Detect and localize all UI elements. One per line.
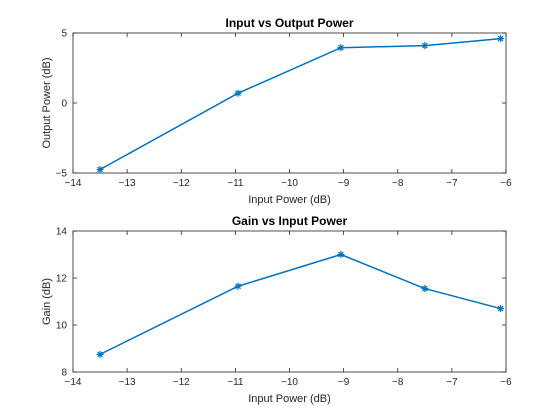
y-tick-label: −5 [56,169,68,180]
x-tick-label: −12 [173,377,190,388]
y-tick-label: 12 [56,274,68,285]
y-axis-label: Gain (dB) [41,278,53,325]
x-tick-label: −11 [227,377,244,388]
data-point-marker [337,251,345,258]
x-axis-label: Input Power (dB) [248,194,331,206]
x-axis-label: Input Power (dB) [248,393,331,405]
x-tick-label: −14 [65,377,82,388]
x-tick-label: −11 [227,178,244,189]
y-tick-label: 5 [61,29,67,40]
x-tick-label: −9 [338,377,350,388]
x-tick-label: −6 [500,377,512,388]
x-tick-label: −14 [65,178,82,189]
chart-title: Gain vs Input Power [232,214,348,228]
x-tick-label: −10 [281,377,298,388]
x-tick-label: −13 [119,178,136,189]
x-tick-label: −7 [446,377,458,388]
data-point-marker [234,89,242,97]
x-tick-label: −7 [446,178,458,189]
x-tick-label: −8 [392,178,404,189]
chart-title: Input vs Output Power [226,16,354,30]
x-tick-label: −10 [281,178,298,189]
x-tick-label: −13 [119,377,136,388]
axes-box [72,230,507,373]
data-point-marker [421,42,429,50]
data-point-marker [497,35,505,43]
y-tick-label: 8 [61,368,67,379]
data-point-marker [421,285,429,293]
subplot-1: −14 −13 −12 −11 −10 −9 −8 −7 −6 −5 0 5 Input vs Outp… [41,16,512,206]
x-tick-label: −8 [392,377,404,388]
data-point-marker [234,282,242,290]
axes-box [72,32,507,174]
y-axis-label: Output Power (dB) [41,57,53,148]
subplot-2: −14 −13 −12 −11 −10 −9 −8 −7 −6 8 10 12 14 Gain vs In… [41,214,512,405]
x-tick-label: −6 [500,178,512,189]
y-tick-label: 0 [61,99,67,110]
x-tick-label: −9 [338,178,350,189]
y-tick-label: 14 [56,227,68,238]
x-tick-label: −12 [173,178,190,189]
data-point-marker [337,44,345,52]
data-point-marker [96,166,104,173]
data-point-marker [96,350,104,358]
y-tick-label: 10 [56,321,68,332]
data-point-marker [497,305,505,313]
